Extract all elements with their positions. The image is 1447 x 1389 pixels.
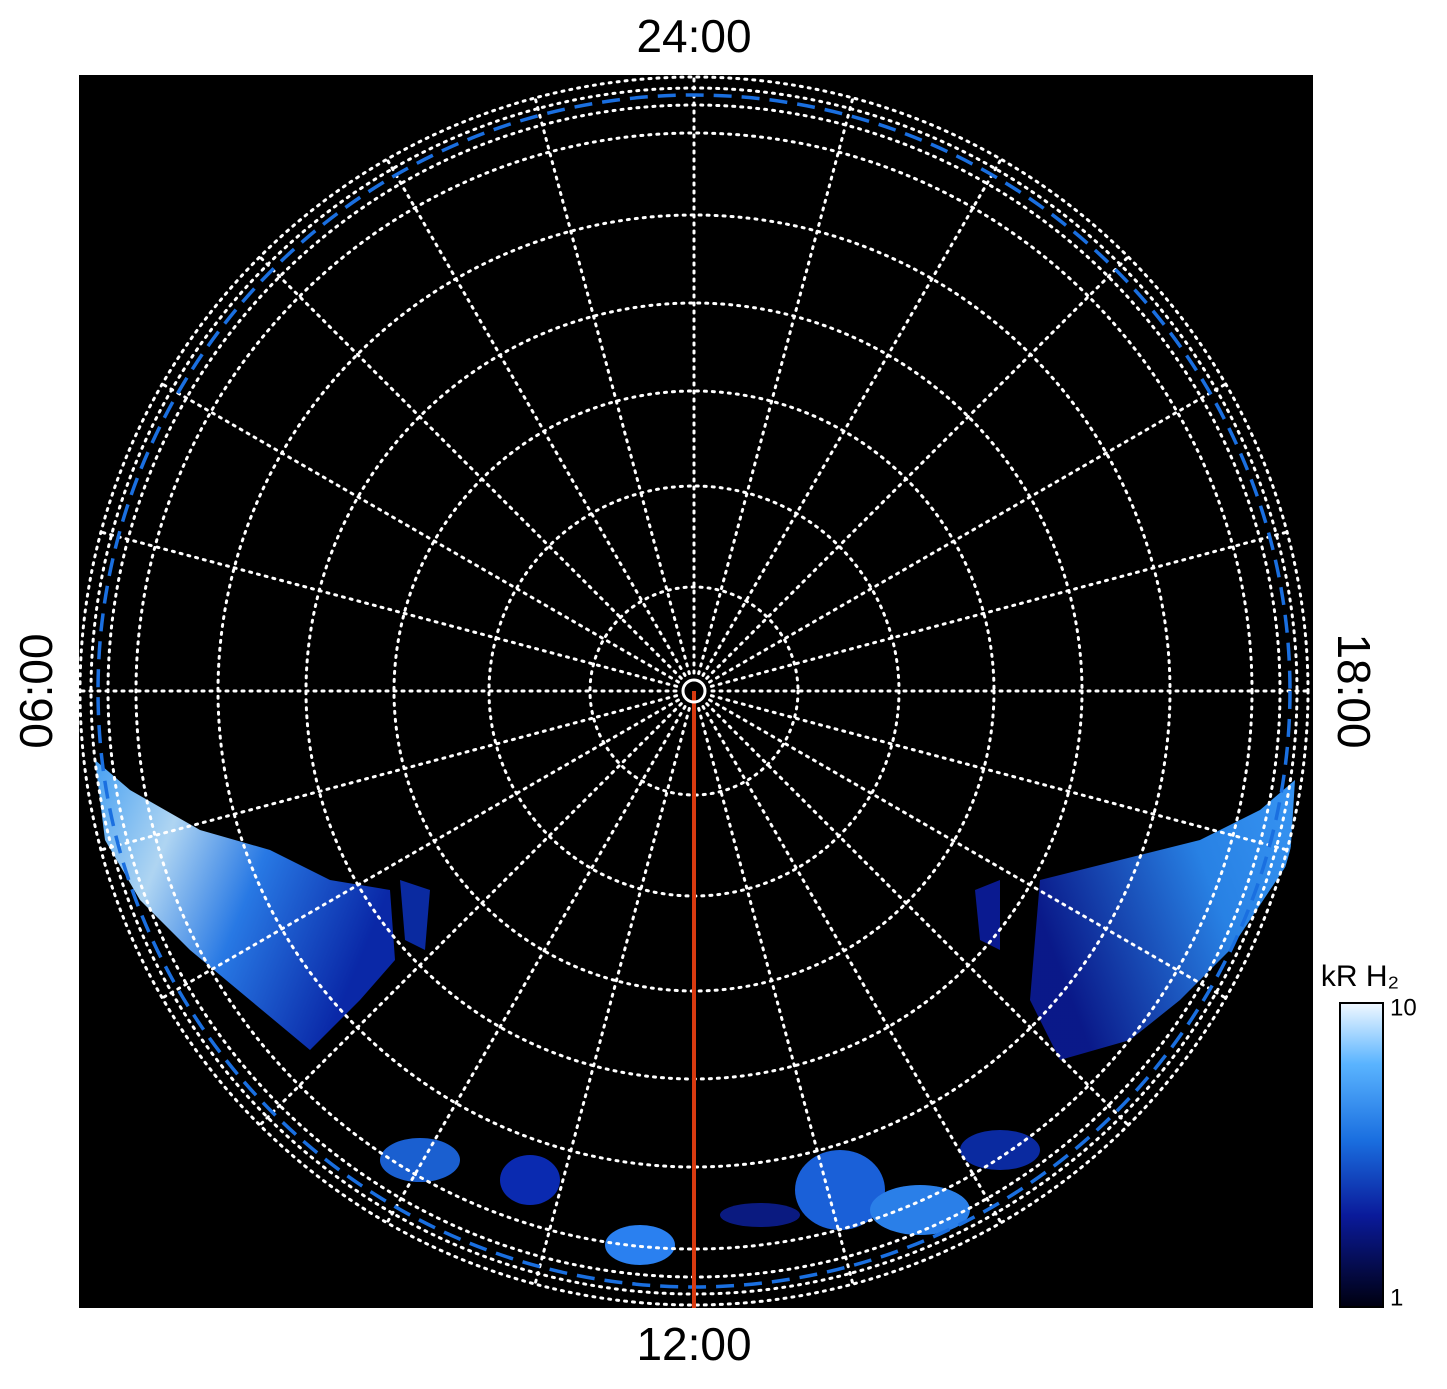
lt-label-top: 24:00 bbox=[636, 10, 751, 62]
colorbar bbox=[1339, 1002, 1384, 1308]
latitude-ring bbox=[134, 131, 1254, 1251]
meridian-line bbox=[99, 530, 679, 688]
pole-marker bbox=[681, 678, 707, 704]
lt-label-left: 06:00 bbox=[10, 633, 62, 748]
colorbar-tick-label: 1 bbox=[1390, 1284, 1403, 1311]
meridian-line bbox=[533, 706, 691, 1286]
meridian-line bbox=[708, 698, 1228, 1000]
lt-label-right: 18:00 bbox=[1328, 633, 1380, 748]
meridian-line bbox=[385, 705, 687, 1225]
meridian-line bbox=[385, 157, 687, 677]
meridian-line bbox=[99, 694, 679, 852]
meridian-line bbox=[160, 382, 680, 684]
meridian-line bbox=[701, 705, 1003, 1225]
meridian-line bbox=[258, 255, 683, 680]
meridian-line bbox=[533, 96, 691, 676]
colorbar-tick-label: 10 bbox=[1390, 994, 1417, 1021]
meridian-line bbox=[709, 530, 1289, 688]
meridian-line bbox=[708, 382, 1228, 684]
meridian-line bbox=[258, 702, 683, 1127]
lt-label-bottom: 12:00 bbox=[636, 1318, 751, 1370]
latitude-ring bbox=[79, 75, 1310, 1307]
meridian-line bbox=[709, 694, 1289, 852]
meridian-line bbox=[697, 96, 855, 676]
colorbar-label: kR H₂ bbox=[1321, 960, 1399, 993]
meridian-line bbox=[701, 157, 1003, 677]
meridian-line bbox=[705, 702, 1130, 1127]
meridian-line bbox=[705, 255, 1130, 680]
meridian-line bbox=[697, 706, 855, 1286]
meridian-line bbox=[160, 698, 680, 1000]
